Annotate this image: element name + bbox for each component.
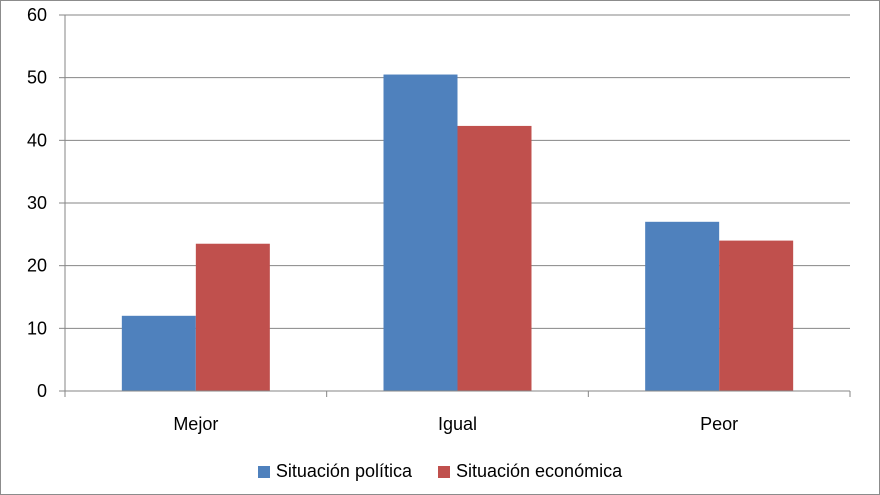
x-tick-label: Mejor: [173, 414, 218, 434]
legend-label-series-2: Situación económica: [455, 461, 623, 481]
bar-series-2-peor: [719, 240, 794, 391]
y-tick-label: 20: [27, 256, 47, 276]
legend-label-series-1: Situación política: [275, 461, 412, 481]
bars: [121, 74, 794, 392]
tick-labels: 0 10 20 30 40 50 60 Mejor Igual Peor: [27, 5, 738, 434]
y-tick-label: 60: [27, 5, 47, 25]
bar-series-1-peor: [645, 221, 720, 391]
x-tick-label: Igual: [438, 414, 477, 434]
legend-swatch-series-1: [257, 465, 270, 478]
y-tick-label: 0: [37, 381, 47, 401]
y-tick-label: 30: [27, 193, 47, 213]
legend-item-series-2: Situación económica: [437, 461, 623, 482]
bar-series-2-mejor: [195, 243, 270, 391]
x-tick-label: Peor: [700, 414, 738, 434]
legend: Situación política Situación económica: [1, 461, 879, 482]
legend-swatch-series-2: [437, 465, 450, 478]
bar-series-2-igual: [457, 125, 532, 392]
y-tick-label: 10: [27, 318, 47, 338]
y-tick-label: 50: [27, 68, 47, 88]
y-tick-label: 40: [27, 130, 47, 150]
legend-item-series-1: Situación política: [257, 461, 412, 482]
bar-series-1-mejor: [121, 315, 196, 391]
axes: [59, 14, 851, 397]
bar-series-1-igual: [383, 74, 458, 392]
